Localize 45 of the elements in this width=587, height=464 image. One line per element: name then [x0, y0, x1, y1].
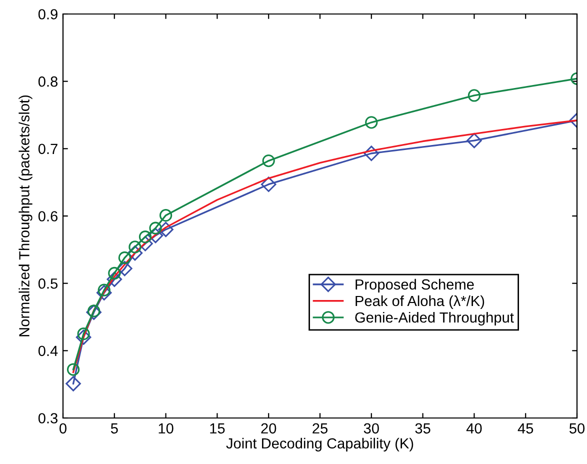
point [260, 176, 276, 192]
legend-label: Peak of Aloha (λ*/K) [356, 295, 484, 310]
point [262, 154, 275, 168]
point [76, 330, 92, 345]
point [96, 285, 112, 300]
y-tick-label: 0.5 [38, 278, 58, 289]
point [98, 284, 110, 296]
x-tick-label: 45 [518, 423, 534, 434]
x-tick-label: 25 [312, 423, 328, 434]
x-tick-label: 50 [569, 423, 585, 434]
point [138, 230, 152, 244]
y-tick-label: 0.7 [38, 144, 58, 154]
point [159, 209, 172, 222]
point [466, 132, 482, 148]
x-tick-label: 10 [158, 423, 174, 434]
point [127, 245, 143, 261]
point [106, 272, 122, 287]
point [118, 251, 131, 264]
legend-label: Genie-Aided Throughput [355, 312, 514, 326]
x-tick-label: 30 [364, 423, 379, 434]
x-axis-title: Joint Decoding Capability (K) [226, 438, 414, 452]
y-tick-label: 0.6 [38, 211, 58, 222]
point [128, 240, 142, 254]
x-tick-label: 0 [60, 423, 66, 434]
y-tick-label: 0.3 [38, 413, 58, 424]
point [66, 363, 80, 376]
x-tick-label: 5 [110, 423, 118, 434]
y-tick-label: 0.4 [38, 346, 58, 356]
point [149, 222, 162, 234]
x-tick-label: 20 [261, 423, 276, 434]
y-tick-label: 0.8 [38, 76, 58, 87]
point [365, 116, 378, 129]
point [117, 260, 132, 276]
x-tick-label: 15 [210, 423, 225, 434]
point [108, 266, 121, 280]
point [148, 228, 164, 244]
y-axis-title: Normalized Throughput (packets/slot) [18, 95, 32, 336]
point [158, 222, 174, 238]
point [468, 89, 481, 102]
legend-label: Proposed Scheme [356, 278, 474, 293]
point [66, 376, 81, 392]
x-tick-label: 40 [466, 423, 482, 434]
point [364, 146, 380, 162]
y-tick-label: 0.9 [38, 9, 58, 20]
x-tick-label: 35 [415, 423, 430, 434]
